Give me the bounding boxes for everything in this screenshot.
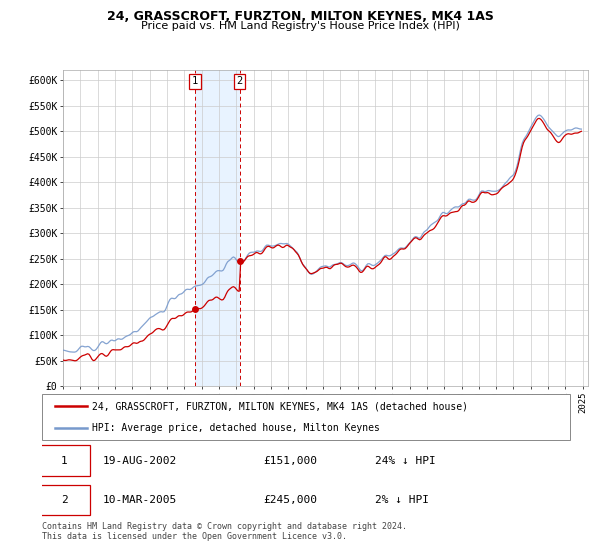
Text: 2: 2 [236,76,242,86]
Text: 19-AUG-2002: 19-AUG-2002 [103,456,177,465]
Text: 24, GRASSCROFT, FURZTON, MILTON KEYNES, MK4 1AS: 24, GRASSCROFT, FURZTON, MILTON KEYNES, … [107,10,493,23]
Text: £151,000: £151,000 [264,456,318,465]
Text: 24% ↓ HPI: 24% ↓ HPI [374,456,436,465]
Text: 10-MAR-2005: 10-MAR-2005 [103,495,177,505]
Text: 1: 1 [192,76,199,86]
Text: 24, GRASSCROFT, FURZTON, MILTON KEYNES, MK4 1AS (detached house): 24, GRASSCROFT, FURZTON, MILTON KEYNES, … [92,401,468,411]
Text: HPI: Average price, detached house, Milton Keynes: HPI: Average price, detached house, Milt… [92,423,380,433]
Text: 2: 2 [61,495,68,505]
Text: 1: 1 [61,456,68,465]
Text: £245,000: £245,000 [264,495,318,505]
Text: 2% ↓ HPI: 2% ↓ HPI [374,495,428,505]
Bar [195,70,239,386]
Text: Price paid vs. HM Land Registry's House Price Index (HPI): Price paid vs. HM Land Registry's House … [140,21,460,31]
FancyBboxPatch shape [40,484,89,515]
Text: Contains HM Land Registry data © Crown copyright and database right 2024.
This d: Contains HM Land Registry data © Crown c… [42,522,407,542]
FancyBboxPatch shape [40,445,89,476]
FancyBboxPatch shape [42,394,570,440]
